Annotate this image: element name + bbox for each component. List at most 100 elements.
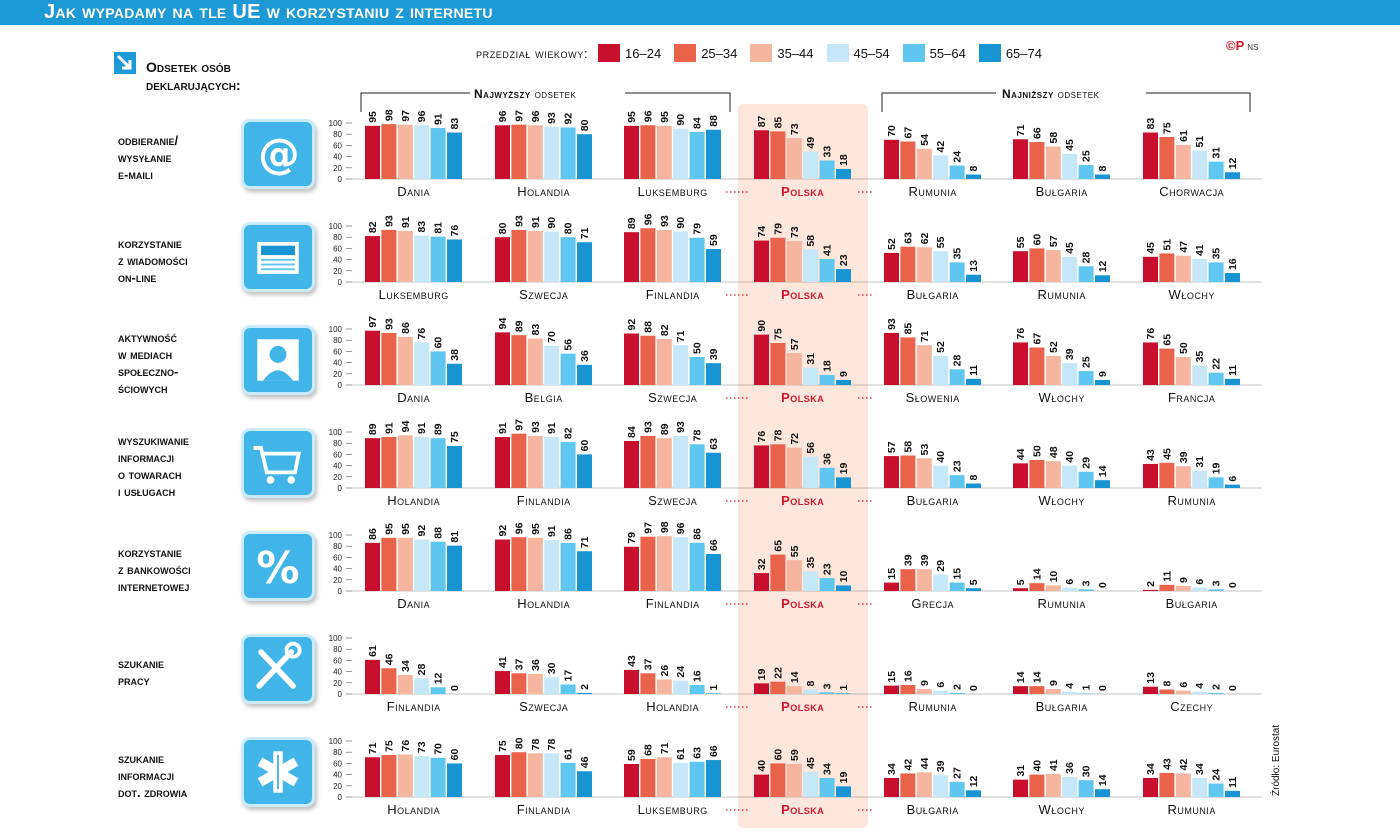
bar (819, 374, 835, 385)
highest-suffix: odsetek (530, 87, 577, 101)
bar (430, 541, 446, 591)
data-label: 39 (708, 348, 720, 360)
bar (414, 539, 430, 591)
data-label: 55 (935, 236, 947, 248)
y-tick-label: 60 (333, 244, 342, 253)
data-label: 71 (367, 742, 379, 754)
bar (1095, 789, 1110, 797)
bar (689, 237, 705, 282)
bar (1175, 690, 1191, 694)
bar (1062, 691, 1078, 694)
bar (933, 355, 949, 385)
bar (414, 678, 430, 694)
data-label: 26 (659, 665, 671, 677)
bar (381, 332, 397, 385)
data-label: 63 (692, 747, 704, 759)
y-tick-label: 60 (333, 347, 342, 356)
country-label: Chorwacja (1159, 184, 1224, 199)
country-label: Włochy (1039, 802, 1085, 817)
data-label: 6 (1178, 682, 1190, 688)
data-label: 93 (513, 215, 525, 227)
bar (754, 334, 769, 385)
bar (689, 444, 705, 488)
data-label: 66 (708, 539, 720, 551)
data-label: 13 (1145, 672, 1157, 684)
data-label: 14 (789, 671, 801, 683)
bar (916, 247, 932, 282)
data-label: 43 (626, 655, 638, 667)
bar (1013, 342, 1028, 385)
bar (786, 353, 802, 385)
data-label: 34 (822, 763, 834, 775)
bar (365, 236, 380, 282)
data-label: 45 (1064, 242, 1076, 254)
bar (656, 229, 672, 282)
bar (770, 763, 786, 797)
cart-icon (241, 428, 315, 498)
bar (1062, 465, 1078, 488)
data-label: 76 (416, 328, 428, 340)
data-label: 19 (756, 669, 768, 681)
data-label: 16 (692, 670, 704, 682)
data-label: 49 (805, 137, 817, 149)
data-label: 39 (1064, 348, 1076, 360)
legend-label: 65–74 (1005, 45, 1042, 61)
bar (836, 477, 851, 488)
lowest-suffix: odsetek (1053, 87, 1100, 101)
bar (447, 132, 462, 179)
country-label: Polska (781, 287, 824, 302)
data-label: 40 (1031, 760, 1043, 772)
data-label: 1 (708, 684, 720, 690)
bar (527, 435, 543, 488)
bar (933, 574, 949, 591)
data-label: 39 (919, 554, 931, 566)
bar (365, 757, 380, 797)
bar (884, 777, 899, 797)
data-label: 15 (952, 568, 964, 580)
data-label: 39 (902, 554, 914, 566)
bar (1013, 251, 1028, 282)
data-label: 31 (1211, 147, 1223, 159)
bar (1225, 790, 1240, 797)
data-label: 91 (433, 113, 445, 125)
bar (527, 125, 543, 179)
data-label: 52 (886, 238, 898, 250)
bar (397, 124, 413, 179)
bar (640, 758, 656, 797)
data-label: 57 (789, 338, 801, 350)
data-label: 8 (1097, 166, 1109, 172)
data-label: 32 (756, 558, 768, 570)
bar (1013, 588, 1028, 591)
data-label: 2 (579, 684, 591, 690)
data-label: 56 (563, 339, 575, 351)
y-tick-label: 40 (333, 462, 342, 471)
legend-item: 25–34 (674, 44, 737, 62)
data-label: 90 (756, 320, 768, 332)
bar (527, 753, 543, 797)
data-label: 2 (1145, 581, 1157, 587)
data-label: 42 (1178, 759, 1190, 771)
bar (1062, 587, 1078, 591)
data-label: 88 (642, 321, 654, 333)
legend-item: 55–64 (902, 44, 966, 62)
bar (544, 677, 560, 694)
bar (819, 160, 835, 179)
bar (933, 251, 949, 282)
data-label: 44 (919, 758, 931, 770)
data-label: 11 (1161, 571, 1173, 582)
bar (836, 585, 851, 591)
country-label: Finlandia (646, 596, 700, 611)
data-label: 0 (449, 685, 461, 691)
bar (673, 345, 689, 385)
data-label: 14 (1031, 671, 1043, 683)
bar (511, 124, 527, 179)
data-label: 93 (659, 215, 671, 227)
data-label: 92 (563, 113, 575, 125)
bar (819, 259, 835, 282)
bar (560, 237, 576, 282)
percent-icon: % (241, 531, 315, 601)
bar (430, 757, 446, 797)
country-label: Polska (781, 596, 824, 611)
data-label: 23 (822, 563, 834, 575)
bar (1013, 463, 1028, 488)
